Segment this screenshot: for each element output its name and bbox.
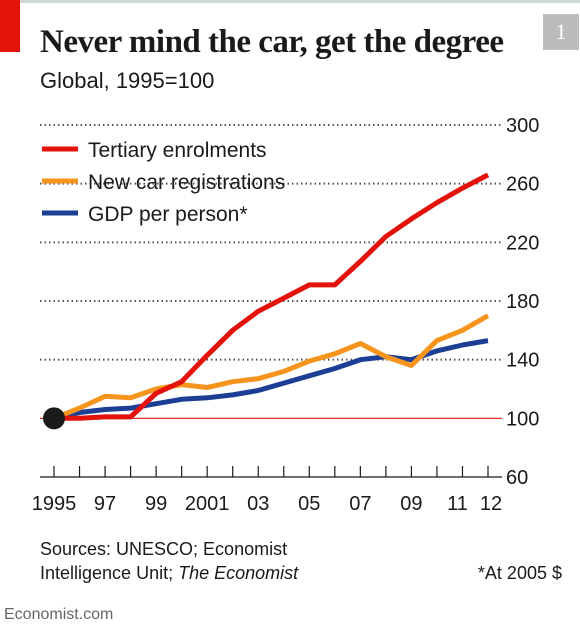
y-tick-label-300: 300: [506, 115, 539, 137]
brand-credit: Economist.com: [4, 606, 114, 623]
line-chart: 60 100 140 180 220 260 300 1995 97 99 2001 03 05 07 0…: [32, 115, 540, 515]
sources-line-2-text: Intelligence Unit;: [40, 563, 179, 583]
x-tick-label-03: 03: [247, 493, 269, 515]
x-tick-label-1995: 1995: [32, 493, 77, 515]
y-axis-ticks: 60 100 140 180 220 260 300: [506, 115, 539, 489]
x-tick-label-05: 05: [298, 493, 320, 515]
top-rule: [20, 0, 580, 3]
x-axis: 1995 97 99 2001 03 05 07 09 11 12: [32, 466, 502, 515]
legend-label-3: GDP per person*: [88, 203, 248, 226]
sources-note: Sources: UNESCO; Economist Intelligence …: [40, 537, 298, 585]
x-tick-label-97: 97: [94, 493, 116, 515]
gridlines: [40, 124, 502, 419]
x-tick-label-11: 11: [447, 493, 468, 515]
red-accent-bar: [0, 0, 20, 52]
sources-publication: The Economist: [178, 563, 299, 583]
legend-label-2: New car registrations: [88, 171, 285, 194]
origin-marker: [43, 407, 65, 430]
y-tick-label-220: 220: [506, 232, 539, 254]
series-line-tertiary-enrolments: [54, 172, 490, 421]
chart-subtitle: Global, 1995=100: [40, 68, 215, 93]
chart-number-badge: 1: [543, 14, 579, 50]
x-tick-label-07: 07: [349, 493, 371, 515]
y-tick-label-100: 100: [506, 408, 539, 430]
y-tick-label-260: 260: [506, 174, 539, 196]
y-tick-label-60: 60: [506, 467, 528, 489]
series-lines: [43, 172, 490, 430]
y-tick-label-180: 180: [506, 291, 539, 313]
x-tick-label-12: 12: [480, 493, 502, 515]
legend: Tertiary enrolments New car registrations…: [42, 139, 285, 226]
y-tick-label-140: 140: [506, 350, 539, 372]
footnote: *At 2005 $: [477, 563, 562, 583]
sources-line-2: Intelligence Unit; The Economist: [40, 561, 298, 585]
x-tick-label-99: 99: [145, 493, 167, 515]
sources-line-1: Sources: UNESCO; Economist: [40, 539, 288, 559]
legend-label-1: Tertiary enrolments: [88, 139, 267, 162]
x-tick-label-2001: 2001: [185, 493, 230, 515]
x-tick-label-09: 09: [400, 493, 422, 515]
series-line-new-car-registrations: [53, 313, 490, 421]
chart-title: Never mind the car, get the degree: [40, 24, 504, 60]
